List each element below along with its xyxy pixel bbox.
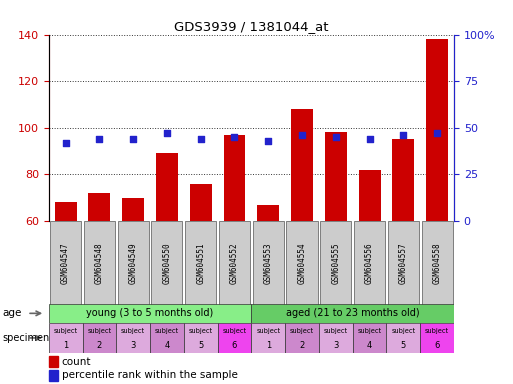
Point (62, 139, 70, 146)
Text: 4: 4 (164, 341, 170, 350)
Text: GSM604554: GSM604554 (298, 242, 307, 284)
Text: GSM604547: GSM604547 (61, 242, 70, 284)
Text: 2: 2 (300, 341, 305, 350)
Bar (49, 370, 57, 381)
Bar (251, 323, 285, 353)
Text: 3: 3 (333, 341, 339, 350)
FancyBboxPatch shape (388, 221, 419, 305)
Text: age: age (3, 308, 22, 318)
Bar (122, 197, 144, 221)
FancyBboxPatch shape (219, 221, 250, 305)
Text: specimen: specimen (3, 333, 50, 343)
Text: GSM604553: GSM604553 (264, 242, 273, 284)
Text: 5: 5 (198, 341, 203, 350)
FancyBboxPatch shape (50, 221, 81, 305)
Bar (426, 39, 448, 221)
Bar (49, 356, 57, 367)
Bar (386, 323, 420, 353)
Point (196, 136, 205, 142)
Title: GDS3939 / 1381044_at: GDS3939 / 1381044_at (174, 20, 329, 33)
Point (332, 134, 340, 140)
Text: GSM604550: GSM604550 (163, 242, 171, 284)
Text: subject: subject (391, 328, 416, 334)
Text: 4: 4 (367, 341, 372, 350)
Bar (150, 323, 184, 353)
Text: GSM604558: GSM604558 (432, 242, 442, 284)
Point (264, 137, 272, 144)
Text: subject: subject (223, 328, 247, 334)
Point (230, 134, 239, 140)
Bar (88, 193, 110, 221)
Bar (218, 323, 251, 353)
Text: GSM604548: GSM604548 (95, 242, 104, 284)
Bar (83, 323, 116, 353)
Bar (285, 323, 319, 353)
FancyBboxPatch shape (253, 221, 284, 305)
Text: GSM604549: GSM604549 (129, 242, 137, 284)
Bar (55, 202, 76, 221)
Text: GSM604557: GSM604557 (399, 242, 408, 284)
Point (399, 132, 407, 138)
Bar (190, 184, 212, 221)
FancyBboxPatch shape (84, 221, 115, 305)
Bar (184, 323, 218, 353)
FancyBboxPatch shape (286, 221, 318, 305)
Text: subject: subject (324, 328, 348, 334)
Bar (224, 135, 245, 221)
Bar (353, 323, 386, 353)
Text: 5: 5 (401, 341, 406, 350)
Text: GSM604551: GSM604551 (196, 242, 205, 284)
Text: percentile rank within the sample: percentile rank within the sample (62, 371, 238, 381)
Bar (420, 323, 454, 353)
Text: GSM604552: GSM604552 (230, 242, 239, 284)
Bar (392, 139, 415, 221)
Text: GSM604556: GSM604556 (365, 242, 374, 284)
Bar (116, 323, 150, 353)
FancyBboxPatch shape (117, 221, 149, 305)
Text: 6: 6 (232, 341, 237, 350)
Text: 1: 1 (63, 341, 68, 350)
Text: subject: subject (53, 328, 77, 334)
FancyBboxPatch shape (354, 221, 385, 305)
Bar (49, 323, 83, 353)
Text: 3: 3 (130, 341, 136, 350)
Text: subject: subject (358, 328, 382, 334)
Point (163, 130, 171, 136)
Text: subject: subject (290, 328, 314, 334)
Bar (251, 304, 454, 323)
Point (433, 130, 441, 136)
Point (365, 136, 373, 142)
FancyBboxPatch shape (422, 221, 452, 305)
Text: subject: subject (189, 328, 213, 334)
FancyBboxPatch shape (151, 221, 183, 305)
Bar (156, 153, 178, 221)
Point (129, 136, 137, 142)
Text: aged (21 to 23 months old): aged (21 to 23 months old) (286, 308, 420, 318)
Bar (291, 109, 313, 221)
Bar (49, 304, 251, 323)
Text: subject: subject (425, 328, 449, 334)
Point (95, 136, 104, 142)
Text: 6: 6 (435, 341, 440, 350)
Text: young (3 to 5 months old): young (3 to 5 months old) (86, 308, 214, 318)
Bar (258, 205, 279, 221)
FancyBboxPatch shape (185, 221, 216, 305)
Text: 1: 1 (266, 341, 271, 350)
Bar (319, 323, 352, 353)
Text: subject: subject (256, 328, 280, 334)
Text: count: count (62, 357, 91, 367)
Bar (359, 170, 381, 221)
Text: 2: 2 (97, 341, 102, 350)
Text: GSM604555: GSM604555 (331, 242, 340, 284)
Text: subject: subject (155, 328, 179, 334)
Text: subject: subject (121, 328, 145, 334)
Point (298, 132, 306, 138)
FancyBboxPatch shape (320, 221, 351, 305)
Bar (325, 132, 347, 221)
Text: subject: subject (87, 328, 111, 334)
